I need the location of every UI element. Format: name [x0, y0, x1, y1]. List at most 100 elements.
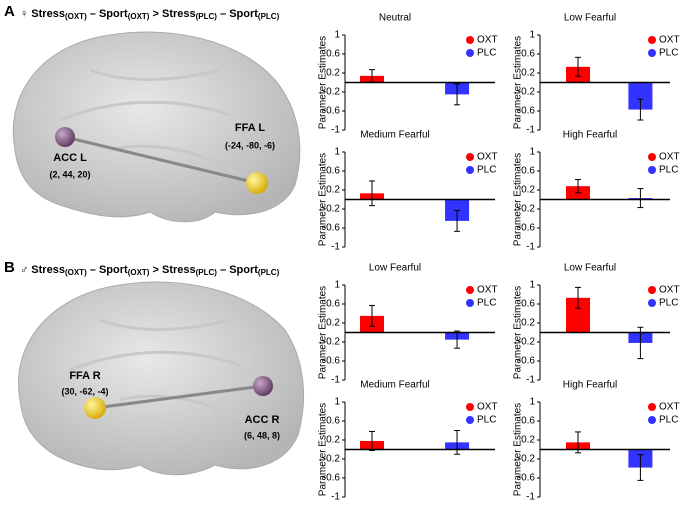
brain-a: [12, 31, 301, 223]
y-axis-label: Parameter Estimates: [318, 403, 329, 496]
y-tick-label: -0.6: [518, 356, 536, 367]
region-name: ACC L: [53, 152, 87, 164]
chart-title: High Fearful: [563, 380, 617, 391]
heading-part: (OXT): [65, 268, 87, 277]
legend-marker: [466, 403, 474, 411]
y-tick-label: -1: [331, 125, 340, 136]
legend-label: PLC: [477, 165, 496, 176]
heading-part: – Sport: [217, 264, 258, 276]
chart-title: Low Fearful: [564, 263, 616, 274]
heading-part: > Stress: [149, 8, 195, 20]
y-tick-label: 0.6: [326, 416, 340, 427]
y-tick-label: -1: [526, 125, 535, 136]
heading-part: (PLC): [196, 268, 218, 277]
region-name: FFA R: [69, 370, 100, 382]
y-tick-label: -1: [331, 375, 340, 386]
y-axis-label: Parameter Estimates: [513, 36, 524, 129]
error-bar: [637, 98, 644, 121]
legend-label: OXT: [659, 285, 680, 296]
heading-part: ♀ Stress: [20, 8, 65, 20]
y-tick-label: 1: [529, 30, 535, 41]
y-tick-label: 0.6: [521, 299, 535, 310]
legend-label: PLC: [659, 48, 678, 59]
legend-marker: [466, 286, 474, 294]
y-axis-label: Parameter Estimates: [513, 403, 524, 496]
y-tick-label: 0.2: [521, 318, 535, 329]
y-tick-label: -0.6: [518, 106, 536, 117]
heading-part: (PLC): [196, 12, 218, 21]
heading-part: – Sport: [217, 8, 258, 20]
y-tick-label: 1: [334, 30, 340, 41]
legend-label: OXT: [659, 402, 680, 413]
y-tick-label: 0.6: [521, 166, 535, 177]
legend-label: OXT: [477, 402, 498, 413]
y-tick-label: 0.6: [521, 416, 535, 427]
error-bar: [369, 430, 375, 451]
legend-marker: [466, 36, 474, 44]
chart-title: Low Fearful: [369, 263, 421, 274]
panel-label: B: [4, 259, 15, 276]
error-bar: [369, 304, 375, 327]
heading-part: (PLC): [258, 268, 280, 277]
y-axis-label: Parameter Estimates: [318, 36, 329, 129]
legend-marker: [648, 403, 656, 411]
legend-marker: [648, 299, 656, 307]
y-tick-label: 1: [529, 397, 535, 408]
y-tick-label: 1: [529, 147, 535, 158]
y-tick-label: 0.6: [326, 166, 340, 177]
legend-label: OXT: [477, 285, 498, 296]
y-axis-label: Parameter Estimates: [513, 153, 524, 246]
y-tick-label: -0.2: [323, 454, 341, 465]
region-name: FFA L: [235, 122, 265, 134]
heading-part: > Stress: [149, 264, 195, 276]
y-tick-label: -1: [526, 375, 535, 386]
y-tick-label: -0.2: [518, 337, 536, 348]
y-tick-label: 0.2: [326, 435, 340, 446]
heading-part: (OXT): [128, 12, 150, 21]
legend-label: PLC: [477, 298, 496, 309]
panel-heading: ♂ Stress(OXT) – Sport(OXT) > Stress(PLC)…: [20, 264, 280, 277]
chart-title: Medium Fearful: [360, 380, 429, 391]
y-tick-label: 0.2: [326, 318, 340, 329]
chart-title: Neutral: [379, 13, 411, 24]
legend-label: PLC: [659, 298, 678, 309]
y-tick-label: -1: [331, 242, 340, 253]
error-bar: [454, 209, 461, 232]
legend-marker: [648, 416, 656, 424]
y-tick-label: 0.6: [326, 49, 340, 60]
y-tick-label: -1: [526, 492, 535, 503]
error-bar: [454, 430, 461, 455]
legend-label: OXT: [477, 35, 498, 46]
legend-label: OXT: [659, 152, 680, 163]
chart-title: Low Fearful: [564, 13, 616, 24]
y-tick-label: 0.6: [326, 299, 340, 310]
legend-marker: [466, 416, 474, 424]
brain-b: [18, 281, 305, 476]
y-tick-label: -0.2: [518, 87, 536, 98]
legend-marker: [466, 166, 474, 174]
legend-marker: [648, 36, 656, 44]
y-tick-label: 1: [334, 397, 340, 408]
y-tick-label: -0.6: [323, 356, 341, 367]
chart-title: High Fearful: [563, 130, 617, 141]
legend-marker: [466, 299, 474, 307]
y-tick-label: 1: [334, 280, 340, 291]
heading-part: (OXT): [65, 12, 87, 21]
y-tick-label: -1: [526, 242, 535, 253]
panel-heading: ♀ Stress(OXT) – Sport(OXT) > Stress(PLC)…: [20, 8, 280, 21]
error-bar: [637, 188, 644, 209]
legend-label: PLC: [477, 415, 496, 426]
heading-part: – Sport: [87, 8, 128, 20]
legend-label: PLC: [659, 165, 678, 176]
y-tick-label: 0.6: [521, 49, 535, 60]
y-axis-label: Parameter Estimates: [513, 286, 524, 379]
y-tick-label: -0.2: [323, 337, 341, 348]
chart-title: Medium Fearful: [360, 130, 429, 141]
region-coords: (6, 48, 8): [244, 430, 280, 440]
y-tick-label: -0.6: [323, 473, 341, 484]
y-tick-label: -1: [331, 492, 340, 503]
error-bar: [575, 286, 581, 309]
heading-part: (PLC): [258, 12, 280, 21]
y-tick-label: 0.2: [521, 435, 535, 446]
error-bar: [637, 454, 644, 481]
